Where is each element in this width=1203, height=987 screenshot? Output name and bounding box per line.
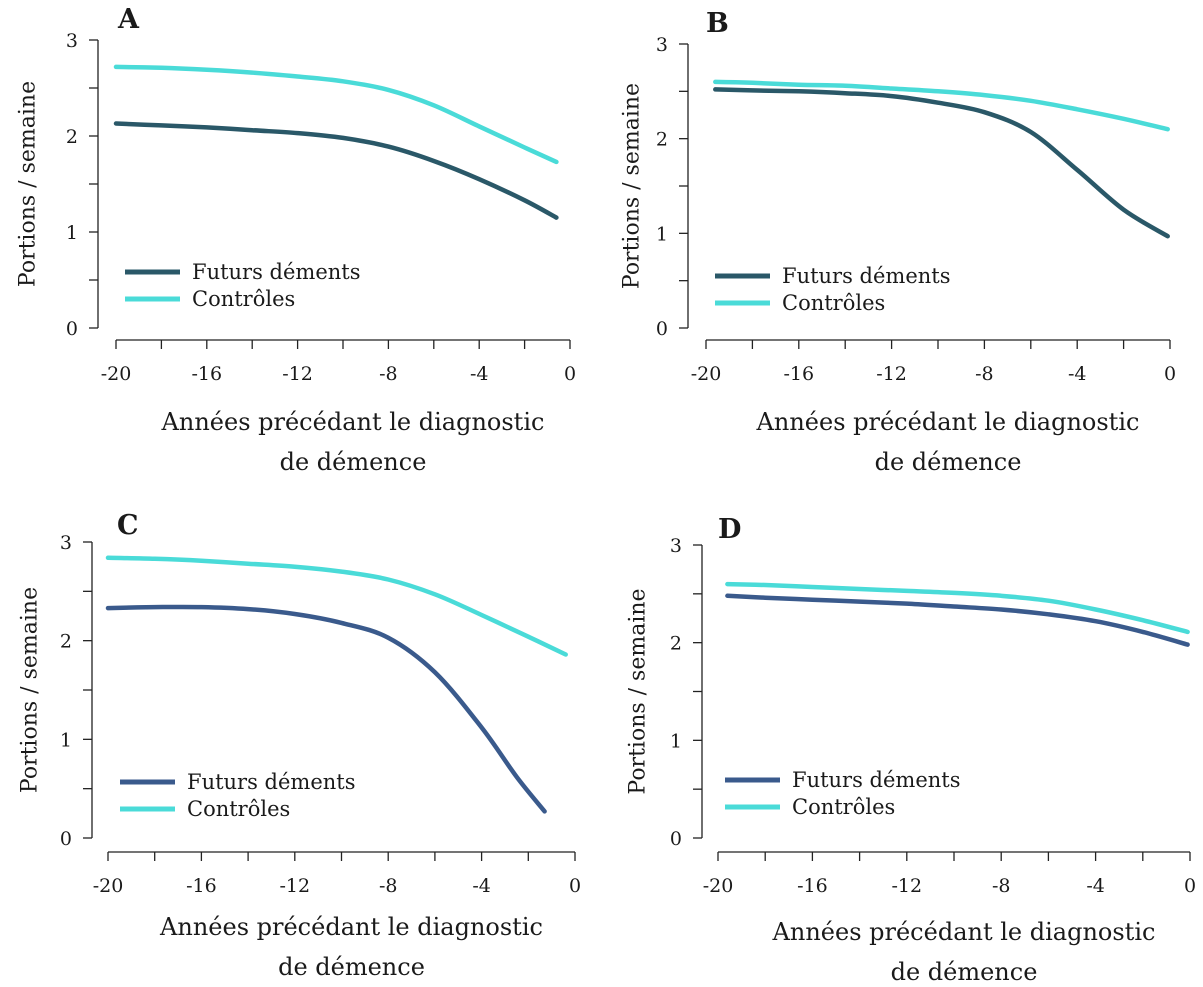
legend: Futurs déments Contrôles [715,264,951,315]
x-tick-label: 0 [569,875,581,897]
y-tick-label: 3 [66,30,78,52]
x-tick-label: -12 [891,875,922,897]
series-line-futurs-dements [725,593,1190,647]
y-tick-label: 2 [656,129,668,151]
x-axis-title-line-2: de démence [280,448,427,476]
x-tick-label: -16 [783,363,814,385]
x-axis-title-line-2: de démence [891,958,1038,986]
y-tick-label: 0 [656,318,668,340]
series-line-futurs-dements [713,87,1170,239]
panel-letter: D [718,514,741,545]
legend-label: Futurs déments [192,260,361,284]
y-axis-title: Portions / semaine [18,587,43,793]
x-tick-label: -20 [93,875,124,897]
legend: Futurs déments Contrôles [725,768,961,819]
legend-label: Futurs déments [782,264,951,288]
x-axis-title-line-1: Années précédant le diagnostic [772,918,1156,946]
x-axis-title-line-1: Années précédant le diagnostic [159,913,543,941]
series-line-futurs-dements [113,121,559,220]
x-tick-label: -12 [279,875,310,897]
series-line-controles [725,581,1190,635]
x-tick-label: -8 [992,875,1011,897]
series-line-controles [113,64,559,165]
x-tick-label: -12 [282,363,313,385]
x-axis-title-line-2: de démence [278,953,425,981]
series-line-futurs-dements [105,604,547,814]
panel-a: A 0 1 2 3 -20 -16 -12 -8 -4 0 Portions / semaine Ann… [16,4,577,476]
y-tick-label: 3 [60,532,72,554]
y-tick-label: 1 [60,729,72,751]
x-tick-label: -8 [379,363,398,385]
y-tick-label: 1 [656,223,668,245]
legend-label: Contrôles [792,795,895,819]
y-tick-label: 0 [66,318,78,340]
legend: Futurs déments Contrôles [120,770,356,821]
panel-b: B 0 1 2 3 -20 -16 -12 -8 -4 0 Portions / semaine Ann… [620,8,1177,476]
legend-label: Futurs déments [187,770,356,794]
legend-label: Contrôles [192,287,295,311]
x-tick-label: -4 [1068,363,1087,385]
x-tick-label: 0 [564,363,576,385]
legend-label: Futurs déments [792,768,961,792]
x-tick-label: -16 [186,875,217,897]
x-tick-label: 0 [1184,875,1196,897]
x-tick-label: -16 [191,363,222,385]
y-tick-label: 3 [656,34,668,56]
x-tick-label: -20 [691,363,722,385]
x-tick-label: -4 [470,363,489,385]
y-tick-label: 0 [670,828,682,850]
panel-d: D 0 1 2 3 -20 -16 -12 -8 -4 0 Portions / semaine Ann… [626,514,1197,986]
y-tick-label: 2 [670,633,682,655]
series-line-controles [713,79,1170,132]
x-tick-label: -12 [876,363,907,385]
x-axis-title-line-1: Années précédant le diagnostic [756,408,1140,436]
panel-c: C 0 1 2 3 -20 -16 -12 -8 -4 0 Portions / semaine Ann… [18,510,582,981]
legend: Futurs déments Contrôles [125,260,361,311]
x-tick-label: 0 [1164,363,1176,385]
x-tick-label: -4 [472,875,491,897]
x-tick-label: -16 [797,875,828,897]
legend-label: Contrôles [782,291,885,315]
y-tick-label: 1 [670,730,682,752]
y-tick-label: 1 [66,222,78,244]
legend-label: Contrôles [187,797,290,821]
series-line-controles [105,555,568,657]
x-tick-label: -4 [1086,875,1105,897]
y-axis-title: Portions / semaine [626,588,651,794]
y-tick-label: 2 [66,126,78,148]
y-axis-title: Portions / semaine [16,81,41,287]
panel-letter: B [706,8,729,39]
x-tick-label: -20 [101,363,132,385]
y-tick-label: 3 [670,535,682,557]
x-axis-title-line-1: Années précédant le diagnostic [161,408,545,436]
y-tick-label: 2 [60,631,72,653]
y-tick-label: 0 [60,828,72,850]
y-axis-title: Portions / semaine [620,83,645,289]
x-tick-label: -8 [975,363,994,385]
x-tick-label: -20 [703,875,734,897]
panel-letter: C [117,510,139,541]
x-axis-title-line-2: de démence [875,448,1022,476]
panel-letter: A [117,4,140,35]
x-tick-label: -8 [379,875,398,897]
